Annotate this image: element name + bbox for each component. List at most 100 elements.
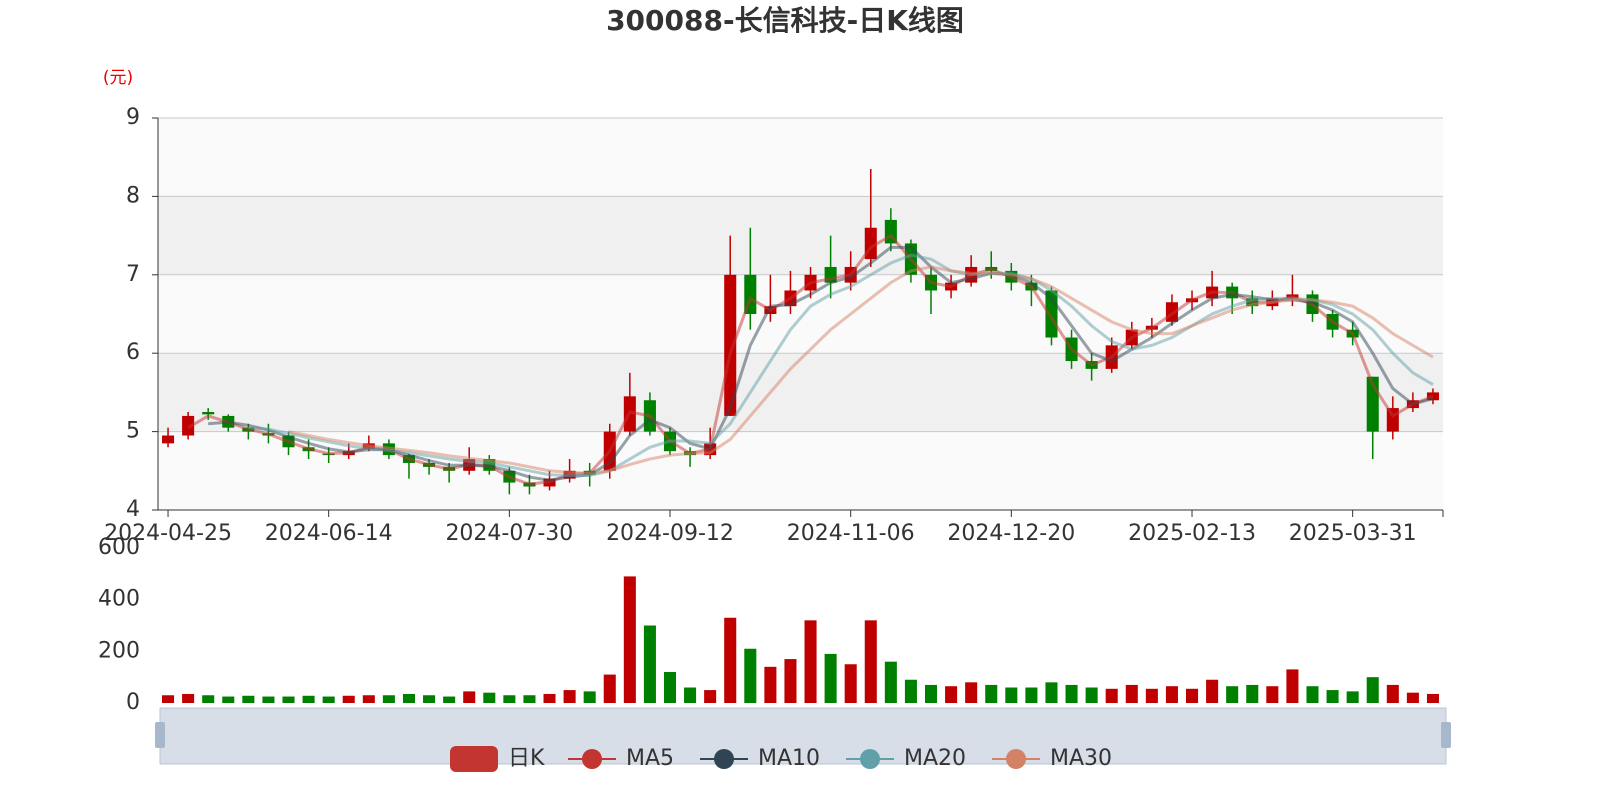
candle-body (182, 415, 195, 436)
split-area (158, 274, 1443, 354)
legend-item[interactable]: MA5 (568, 746, 674, 771)
ma-line (288, 265, 1434, 475)
legend-item[interactable]: MA10 (700, 746, 820, 771)
chart-title: 300088-长信科技-日K线图 (606, 4, 964, 37)
legend-icon (450, 746, 498, 772)
volume-bar (342, 695, 355, 703)
volume-bar (985, 684, 998, 703)
volume-bar (362, 695, 375, 703)
legend-item[interactable]: MA30 (992, 746, 1112, 771)
candle-body (162, 435, 175, 444)
volume-tick-label: 0 (126, 690, 140, 715)
x-tick-label: 2024-07-30 (445, 521, 573, 546)
legend-item[interactable]: 日K (450, 746, 545, 772)
legend-icon (582, 749, 602, 769)
volume-bar (643, 625, 656, 703)
volume-bar (684, 687, 697, 703)
y-tick-label: 5 (126, 419, 140, 444)
volume-bar (844, 664, 857, 703)
volume-bar (1266, 686, 1279, 703)
volume-bar (523, 695, 536, 703)
volume-bar (924, 684, 938, 703)
x-tick-label: 2025-03-31 (1289, 521, 1417, 546)
volume-bar (1246, 684, 1259, 703)
zoom-handle[interactable] (155, 722, 165, 748)
volume-bar (1426, 693, 1439, 703)
legend-icon (714, 749, 734, 769)
x-tick-label: 2025-02-13 (1128, 521, 1256, 546)
candle-body (724, 274, 737, 416)
x-tick-label: 2024-04-25 (104, 521, 232, 546)
volume-bar (302, 695, 315, 703)
volume-bar (764, 666, 777, 703)
y-unit: (元) (103, 68, 133, 88)
volume-bar (1306, 686, 1319, 703)
volume-tick-label: 600 (98, 535, 140, 560)
volume-bar (202, 695, 215, 703)
volume-bar (563, 690, 576, 703)
volume-bar (1165, 686, 1178, 703)
volume-bar (1366, 677, 1379, 703)
volume-bar (724, 617, 737, 703)
volume-bar (1105, 688, 1118, 703)
volume-bar (965, 682, 978, 703)
volume-bar (543, 693, 556, 703)
volume-bar (382, 695, 395, 703)
volume-bar (242, 695, 255, 703)
ma-line (248, 253, 1434, 478)
split-area (158, 353, 1443, 432)
y-tick-label: 8 (126, 183, 140, 208)
volume-bar (182, 693, 195, 703)
x-tick-label: 2024-09-12 (606, 521, 734, 546)
volume-bar (322, 696, 335, 703)
volume-tick-label: 200 (98, 638, 140, 663)
y-tick-label: 6 (126, 340, 140, 365)
legend-item[interactable]: MA20 (846, 746, 966, 771)
legend-icon (1006, 749, 1026, 769)
volume-bar (262, 696, 275, 703)
legend-label: MA10 (758, 746, 820, 771)
volume-bar (1406, 692, 1419, 703)
volume-bar (904, 679, 917, 703)
legend-label: 日K (508, 746, 545, 771)
volume-bar (423, 695, 436, 703)
zoom-handle[interactable] (1441, 722, 1451, 748)
volume-bar (744, 648, 757, 703)
data-zoom[interactable] (155, 707, 1451, 765)
volume-bar (663, 672, 677, 703)
volume-bar (1045, 682, 1058, 703)
volume-bar (784, 659, 797, 703)
volume-tick-label: 400 (98, 587, 140, 612)
volume-bar (443, 696, 456, 703)
volume-bar (884, 661, 897, 703)
legend-label: MA20 (904, 746, 966, 771)
volume-bar (1186, 688, 1199, 703)
volume-bar (222, 696, 235, 703)
legend-icon (860, 749, 880, 769)
y-tick-label: 7 (126, 262, 140, 287)
zoom-track[interactable] (159, 707, 1447, 765)
volume-bar (282, 696, 295, 703)
legend-label: MA30 (1050, 746, 1112, 771)
volume-bar (162, 695, 175, 703)
volume-bar (402, 693, 415, 703)
volume-bar (1125, 684, 1138, 703)
volume-bar (1386, 684, 1399, 703)
legend-label: MA5 (626, 746, 674, 771)
x-tick-label: 2024-06-14 (265, 521, 393, 546)
volume-bar (824, 653, 837, 703)
volume-bar (623, 576, 636, 703)
volume-bar (603, 674, 616, 703)
ma-line (208, 245, 1434, 482)
volume-bar (804, 620, 817, 703)
volume-bar (583, 691, 596, 703)
volume-bar (1145, 688, 1158, 703)
volume-bar (1226, 686, 1239, 703)
split-area (158, 196, 1443, 275)
volume-bar (1085, 687, 1098, 703)
volume-bar (463, 691, 476, 703)
volume-bar (1346, 691, 1359, 703)
volume-bar (864, 620, 877, 703)
volume-bar (945, 686, 958, 703)
